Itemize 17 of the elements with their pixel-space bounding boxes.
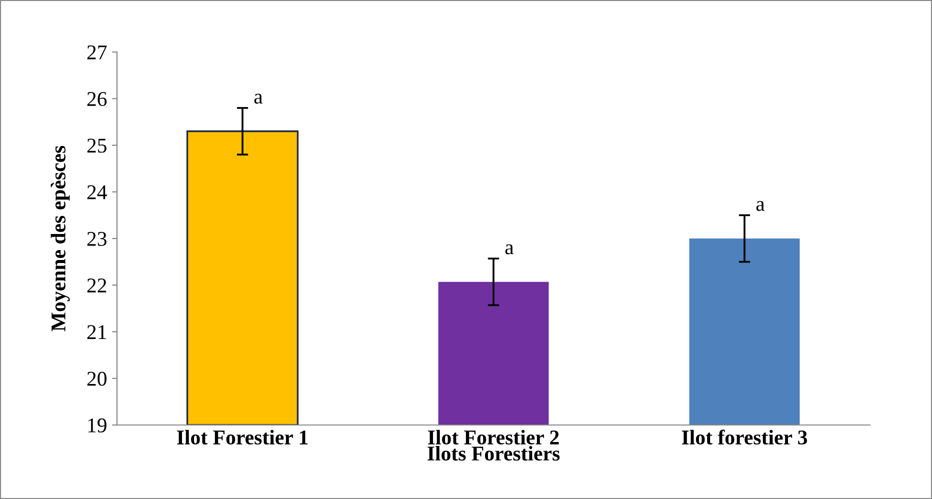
y-tick-label: 19 (88, 418, 106, 432)
y-tick-label: 23 (87, 232, 106, 246)
x-tick-label: Ilot forestier 3 (682, 430, 808, 445)
y-tick-label: 24 (87, 185, 107, 200)
x-tick-label: Ilot Forestier 2 (428, 430, 559, 445)
y-tick-label: 25 (87, 138, 106, 153)
annotation: a (254, 94, 263, 104)
y-axis-title: Moyenne des epèsces (50, 146, 70, 332)
annotation: a (505, 244, 514, 254)
y-tick-label: 26 (87, 92, 107, 106)
y-tick-label: 22 (87, 278, 106, 292)
annotation: a (756, 200, 765, 211)
x-tick-label: Ilot Forestier 1 (177, 430, 308, 445)
y-tick-label: 21 (87, 325, 106, 339)
x-axis-title: Ilots Forestiers (428, 446, 560, 461)
y-tick-label: 20 (87, 372, 106, 386)
y-tick-label: 27 (87, 45, 107, 60)
